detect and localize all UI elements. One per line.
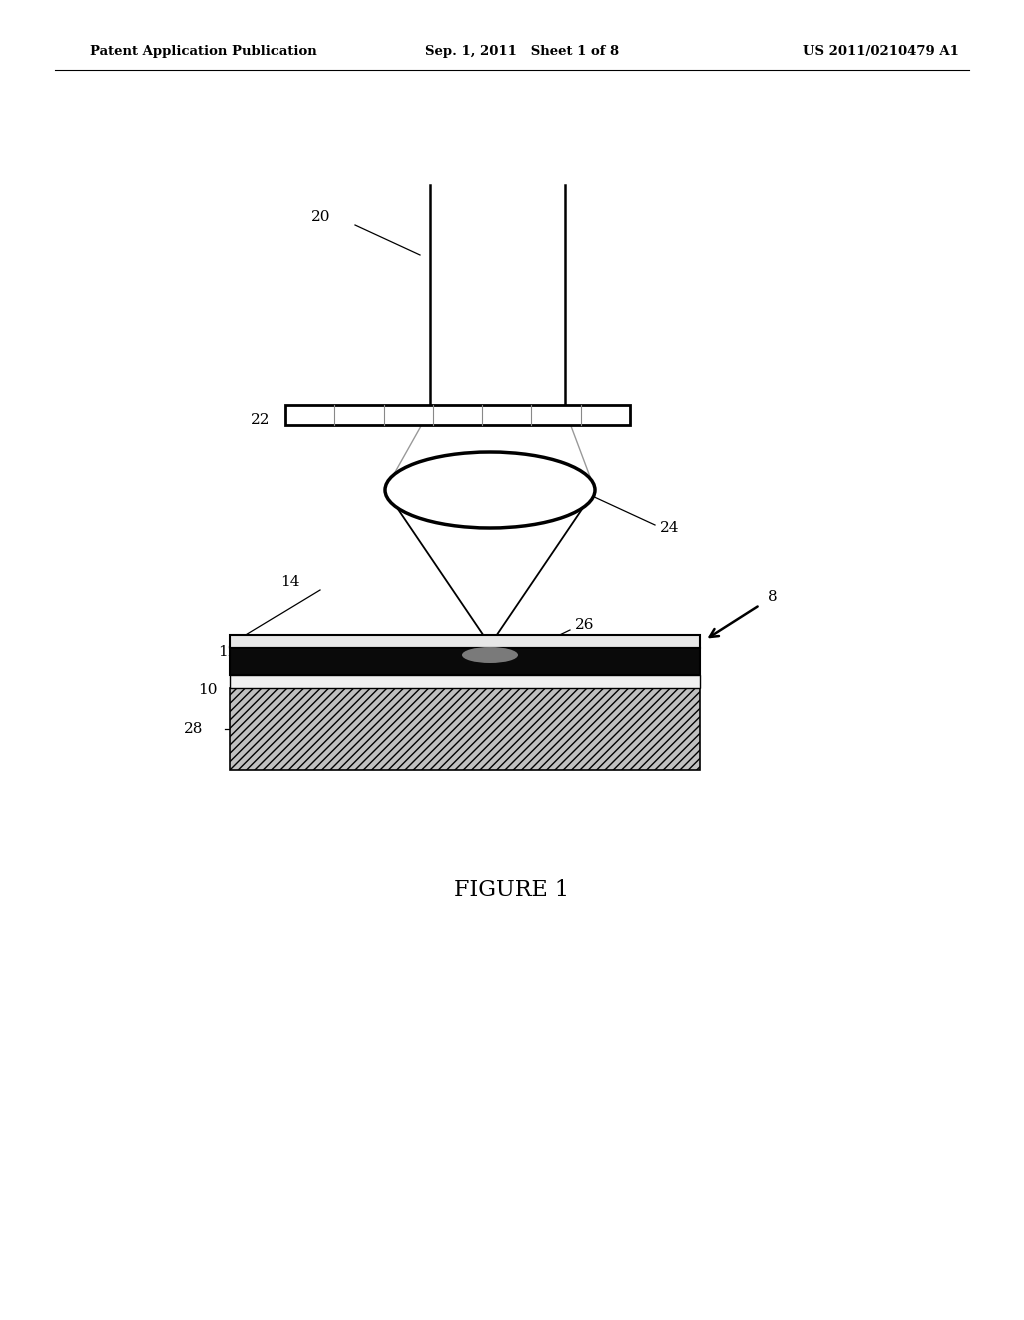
Text: 10: 10 [199,682,218,697]
Text: 12: 12 [218,644,238,659]
Text: 22: 22 [251,413,270,426]
Text: 28: 28 [183,722,203,737]
Ellipse shape [462,647,518,663]
Text: Patent Application Publication: Patent Application Publication [90,45,316,58]
Text: 14: 14 [281,576,300,589]
Bar [230,648,700,675]
Text: US 2011/0210479 A1: US 2011/0210479 A1 [803,45,959,58]
Ellipse shape [385,451,595,528]
Bar [230,688,700,770]
Text: 24: 24 [660,521,680,535]
Text: 20: 20 [310,210,330,224]
Text: 26: 26 [575,618,595,632]
Bar [285,405,630,425]
Text: FIGURE 1: FIGURE 1 [455,879,569,902]
Bar [230,635,700,648]
Bar [230,675,700,688]
Text: Sep. 1, 2011   Sheet 1 of 8: Sep. 1, 2011 Sheet 1 of 8 [425,45,620,58]
Text: 8: 8 [768,590,777,605]
